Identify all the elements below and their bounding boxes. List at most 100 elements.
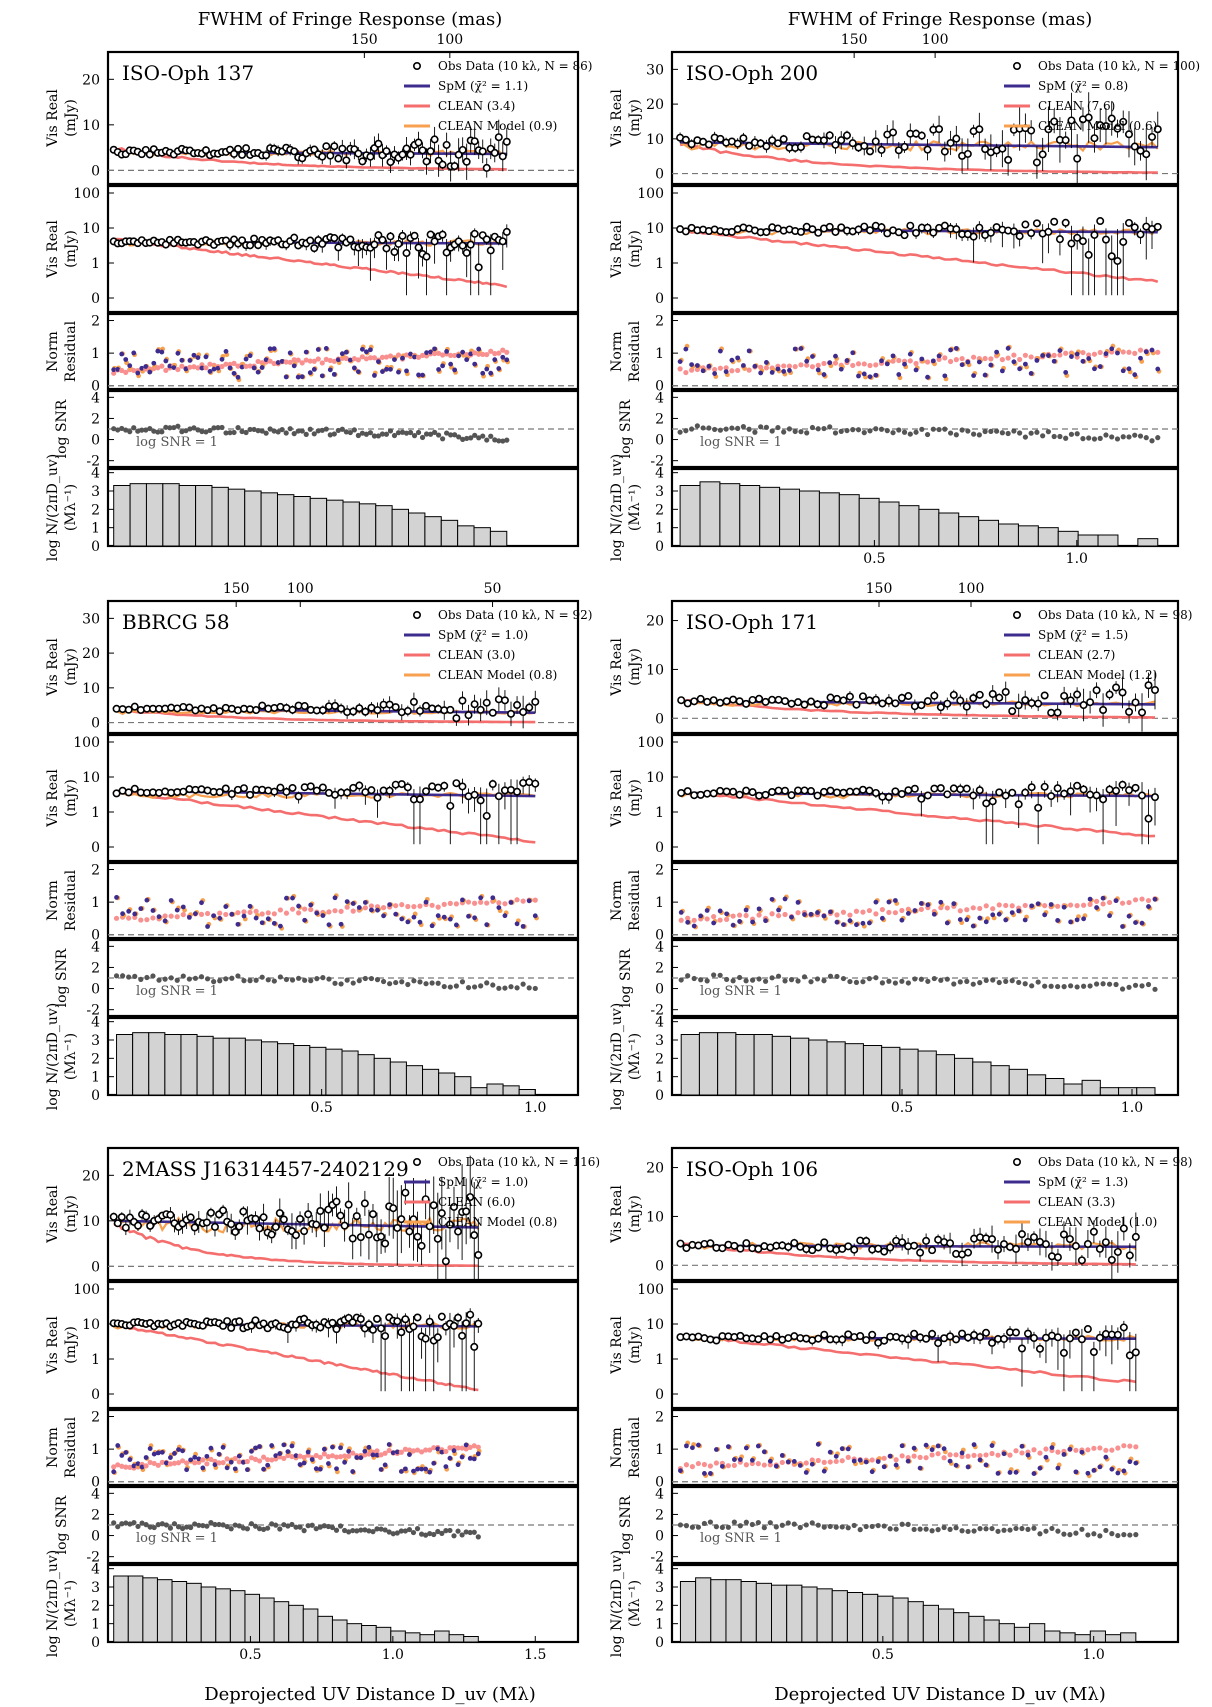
hist-bar [838,494,860,547]
resid-clean-point [913,360,919,367]
resid-clean-point [1057,352,1063,358]
resid-clean-point [1042,903,1048,909]
snr-point [700,425,706,431]
hist-bar [346,1623,363,1643]
resid-clean-point [127,1464,133,1470]
snr-point [977,1526,983,1532]
resid-spm-point [785,1459,791,1465]
snr-point [1055,1528,1061,1534]
resid-clean-point [1145,897,1152,904]
resid-clean-point [301,1454,307,1461]
resid-spm-point [396,369,401,375]
obs-point [768,787,777,796]
y-axis-label: Vis Real [45,89,61,148]
resid-spm-point [1109,346,1115,352]
panel-title: ISO-Oph 106 [686,1157,818,1181]
obs-point [956,785,965,794]
resid-spm-point [892,898,898,903]
obs-point [360,1199,369,1208]
obs-point [1151,685,1160,694]
snr-point [147,425,153,432]
resid-spm-point [115,1443,121,1448]
snr-point [241,977,247,984]
resid-clean-point [277,907,283,913]
obs-point [121,1223,130,1232]
resid-clean-point [179,363,185,369]
resid-clean-point [717,917,723,923]
snr-point [749,1521,755,1528]
obs-point [482,163,491,172]
obs-point [109,1212,118,1221]
obs-point [1021,788,1030,797]
resid-spm-point [1035,901,1041,907]
obs-point [904,1335,913,1344]
obs-point [1084,113,1093,122]
snr-point [331,431,337,437]
legend-swatch-obs [1012,610,1021,619]
obs-point [206,1208,215,1217]
obs-point [385,786,394,795]
hist-bar [405,1065,424,1096]
hist-bar [958,516,980,547]
obs-point [425,1317,434,1326]
snr-point [1126,434,1132,440]
snr-point [919,426,925,432]
resid-spm-point [1051,358,1057,364]
resid-clean-point [414,1447,421,1453]
obs-point [318,239,327,248]
resid-clean-point [1155,349,1161,355]
snr-point [297,1524,303,1530]
obs-point [1061,136,1070,145]
resid-spm-point [1127,1459,1133,1465]
resid-clean-point [465,899,472,905]
snr-point [752,429,758,435]
resid-clean-point [378,1452,384,1458]
y-tick-label: 0 [91,1529,100,1545]
obs-point [755,694,764,703]
resid-clean-point [691,917,697,923]
snr-point [283,976,290,983]
resid-clean-point [832,360,839,366]
y-tick-label: 0 [655,928,664,944]
hist-bar [454,1076,472,1096]
resid-spm-point [319,373,325,379]
resid-spm-point [346,1448,352,1454]
resid-spm-point [847,918,853,924]
resid-clean-point [886,909,892,916]
y-tick-label: -2 [86,454,100,470]
resid-clean-point [247,909,253,915]
resid-spm-point [271,346,277,352]
obs-point [130,702,139,711]
obs-point [373,706,382,715]
snr-point [343,429,349,435]
obs-point [402,144,411,153]
resid-spm-point [404,368,409,374]
resid-spm-point [412,354,417,360]
y-axis-label: (Mλ⁻¹) [63,1033,79,1080]
snr-point [719,1524,725,1531]
snr-point [168,975,174,981]
resid-spm-point [147,369,153,375]
obs-point [1101,235,1110,244]
snr-point [1145,981,1152,988]
snr-point [267,426,273,432]
obs-point [318,783,327,792]
resid-spm-point [398,1469,404,1474]
y-tick-label: 3 [91,1033,100,1049]
obs-point [1067,239,1076,248]
obs-point [356,1314,365,1323]
resid-spm-point [159,349,165,355]
hist-bar [180,1034,198,1096]
snr-point [1115,1532,1121,1539]
resid-clean-point [269,1457,275,1463]
resid-clean-point [253,908,259,914]
obs-point [290,233,299,242]
resid-spm-point [424,350,429,356]
obs-point [462,1207,471,1216]
obs-point [409,697,418,706]
obs-point [963,149,972,158]
resid-clean-point [971,1452,977,1458]
